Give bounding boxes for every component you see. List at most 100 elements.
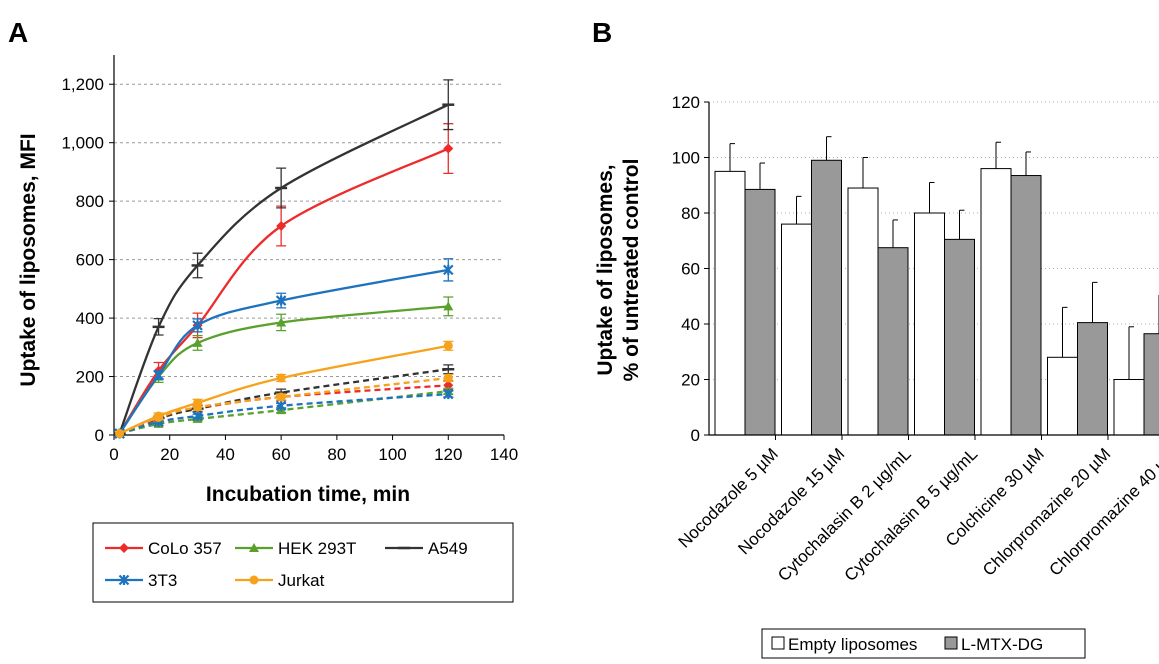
- panel-a-x-tick-label: 100: [378, 445, 406, 464]
- panel-a-axes: [113, 55, 504, 436]
- panel-a-x-tick-label: 140: [490, 445, 518, 464]
- panel-a-line-a549: [118, 103, 449, 434]
- legend-label: L-MTX-DG: [961, 635, 1043, 654]
- legend-item-a549: A549: [385, 539, 468, 558]
- legend-marker: [119, 543, 129, 553]
- panel-a-line-3t3-dashed: [119, 392, 449, 435]
- panel-a-series-a549: [113, 79, 455, 435]
- bar-empty-liposomes: [1113, 379, 1145, 436]
- panel-a-data-point: [193, 398, 203, 408]
- legend-marker: [249, 575, 259, 585]
- panel-a-data-point: [275, 295, 287, 306]
- panel-a-y-axis-title: Uptake of liposomes, MFI: [17, 133, 40, 386]
- panel-b-group-nocodazole-5-m: [714, 143, 776, 436]
- panel-a-data-point: [276, 221, 287, 231]
- panel-b-y-axis-title-line1: Uptake of liposomes,: [594, 164, 617, 375]
- panel-a-data-point: [443, 388, 454, 400]
- legend-label: 3T3: [148, 571, 177, 590]
- panel-b-group-chlorpromazine-40-m: [1113, 294, 1159, 436]
- panel-a-y-tick-label: 1,200: [61, 75, 104, 94]
- panel-a-x-tick-label: 0: [109, 445, 118, 464]
- panel-a-y-tick-label: 0: [95, 426, 104, 445]
- panel-b-y-tick-label: 80: [681, 204, 700, 223]
- panel-b-category-label: Chlorpromazine 20 µM: [979, 444, 1114, 579]
- panel-b-category-label: Cytochalasin B 5 µg/mL: [841, 444, 982, 585]
- panel-a-data-point: [443, 301, 454, 311]
- panel-a-data-point: [443, 373, 453, 383]
- panel-b-y-tick-label: 20: [681, 371, 700, 390]
- panel-b-group-chlorpromazine-20-m: [1047, 281, 1108, 436]
- panel-a-data-point: [154, 411, 164, 421]
- bar-empty-liposomes: [980, 168, 1012, 436]
- panel-a-x-tick-label: 120: [434, 445, 462, 464]
- panel-a-y-tick-label: 1,000: [61, 134, 104, 153]
- panel-a-data-point: [443, 264, 454, 276]
- panel-b-label: B: [592, 17, 612, 48]
- panel-a-y-tick-label: 600: [76, 251, 104, 270]
- legend-label: Empty liposomes: [788, 635, 917, 654]
- panel-a-x-tick-label: 40: [216, 445, 235, 464]
- panel-b-group-colchicine-30-m: [980, 141, 1042, 436]
- panel-b-y-axis-title-line2: % of untreated control: [620, 159, 643, 382]
- panel-a-data-point: [153, 369, 164, 381]
- panel-a-data-point: [276, 317, 287, 327]
- panel-a-line-jurkat: [119, 344, 449, 435]
- panel-a-data-point: [115, 429, 125, 439]
- legend-swatch: [944, 636, 958, 650]
- panel-a-line-chart: 0 200 400 600 800 1,000 1,200 0 20 40 60 80 100 120 14…: [17, 55, 518, 603]
- panel-b-y-tick-label: 60: [681, 260, 700, 279]
- bar-l-mtx-dg: [1143, 333, 1159, 436]
- bar-l-mtx-dg: [744, 188, 776, 436]
- bar-l-mtx-dg: [1010, 175, 1042, 436]
- panel-a-data-point: [192, 337, 203, 347]
- bar-empty-liposomes: [914, 212, 945, 436]
- panel-b-legend-box: [761, 628, 1086, 659]
- panel-a-data-point: [276, 392, 286, 402]
- panel-a-x-tick-label: 80: [327, 445, 346, 464]
- panel-a-series-3t3: [114, 258, 454, 439]
- panel-a-line-3t3: [118, 268, 449, 435]
- bar-l-mtx-dg: [944, 238, 975, 436]
- panel-a-label: A: [8, 17, 28, 48]
- legend-label: HEK 293T: [278, 539, 356, 558]
- legend-item-l-mtx-dg: L-MTX-DG: [944, 635, 1043, 654]
- legend-item-colo-357: CoLo 357: [105, 539, 222, 558]
- panel-a-data-point: [192, 410, 203, 422]
- panel-a-series: [113, 79, 455, 439]
- bar-empty-liposomes: [781, 223, 812, 436]
- legend-item-empty-liposomes: Empty liposomes: [771, 635, 917, 654]
- panel-a-series-jurkat: [115, 340, 454, 439]
- panel-b-category-label: Cytochalasin B 2 µg/mL: [774, 444, 915, 585]
- legend-label: CoLo 357: [148, 539, 222, 558]
- panel-a-line-jurkat-dashed: [119, 376, 449, 435]
- legend-item-hek-293t: HEK 293T: [235, 539, 356, 558]
- panel-a-x-tick-label: 60: [272, 445, 291, 464]
- panel-a-legend-box: [92, 522, 514, 603]
- panel-b-legend: Empty liposomes L-MTX-DG: [761, 628, 1086, 659]
- panel-b-y-tick-label: 100: [672, 149, 700, 168]
- panel-a-data-point: [443, 143, 454, 154]
- bar-empty-liposomes: [1047, 356, 1078, 436]
- panel-a-data-point: [276, 373, 286, 383]
- panel-a-line-colo-357: [118, 147, 449, 435]
- panel-a-y-tick-label: 400: [76, 309, 104, 328]
- legend-item-3t3: 3T3: [105, 571, 177, 590]
- legend-item-jurkat: Jurkat: [235, 571, 325, 590]
- panel-a-data-point: [443, 341, 453, 351]
- panel-a-legend: CoLo 357 HEK 293T A549 3T3 Jurkat: [92, 522, 514, 603]
- bar-l-mtx-dg: [811, 159, 842, 436]
- panel-a-x-tick-label: 20: [160, 445, 179, 464]
- panel-b-y-tick-label: 0: [691, 426, 700, 445]
- panel-b-y-tick-label: 40: [681, 315, 700, 334]
- panel-b-group-cytochalasin-b-2-g-ml: [847, 157, 909, 436]
- panel-b-group-nocodazole-15-m: [781, 136, 842, 436]
- legend-marker: [118, 574, 130, 586]
- bar-l-mtx-dg: [877, 247, 909, 436]
- bar-l-mtx-dg: [1077, 322, 1108, 436]
- panel-a-y-tick-label: 200: [76, 368, 104, 387]
- panel-a-data-point: [192, 320, 203, 331]
- panel-a-x-axis-title: Incubation time, min: [206, 483, 410, 506]
- panel-b-group-cytochalasin-b-5-g-ml: [914, 181, 975, 436]
